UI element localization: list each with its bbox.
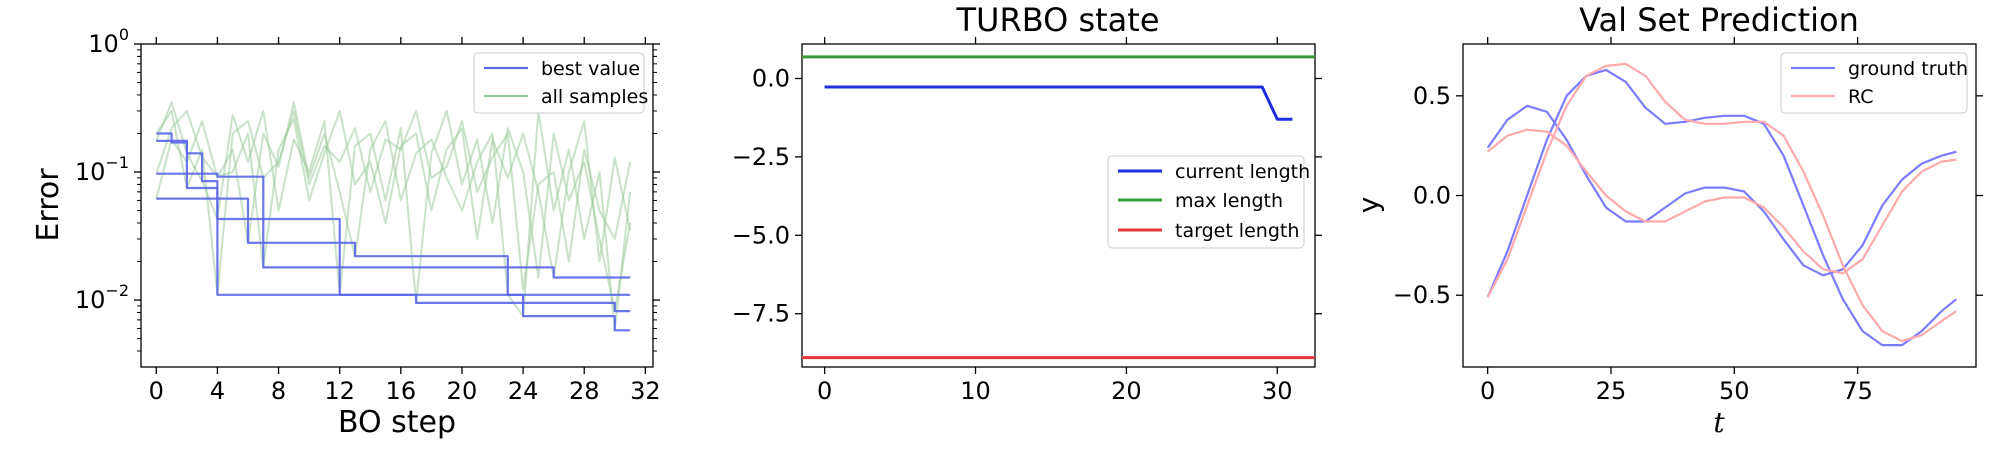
axes-frame bbox=[1462, 43, 1977, 368]
legend: ground truth RC bbox=[1780, 52, 1968, 114]
y-tick-label: 10−1 bbox=[75, 153, 129, 186]
legend-label: target length bbox=[1175, 220, 1299, 242]
legend-label: max length bbox=[1175, 190, 1283, 212]
series-line bbox=[156, 197, 631, 332]
x-tick-label: 12 bbox=[324, 377, 355, 405]
y-axis-label: Error bbox=[31, 168, 66, 242]
x-tick-label: 24 bbox=[508, 377, 539, 405]
series-line bbox=[1487, 128, 1957, 275]
x-tick-label: 0 bbox=[817, 377, 832, 405]
x-tick-label: 50 bbox=[1719, 377, 1750, 405]
legend-box bbox=[1107, 155, 1305, 249]
chart-title: TURBO state bbox=[955, 1, 1159, 39]
panel-turbo-state: 0 10 20 30 0.0 −2.5 −5.0 −7.5 TURBO state curre… bbox=[732, 1, 1322, 405]
x-axis-label: BO step bbox=[338, 405, 456, 440]
chart-title: Val Set Prediction bbox=[1579, 1, 1859, 39]
y-tick-label: −2.5 bbox=[732, 143, 790, 171]
y-tick-label: 100 bbox=[88, 25, 129, 58]
y-tick-label: −0.5 bbox=[1393, 281, 1451, 309]
x-axis-label: t bbox=[1713, 406, 1725, 439]
legend-label: current length bbox=[1175, 161, 1310, 183]
x-tick-label: 25 bbox=[1596, 377, 1627, 405]
series-line bbox=[155, 101, 632, 332]
panel-error: 0 4 8 12 16 20 24 28 32 10−2 10−1 100 BO step Error… bbox=[31, 25, 661, 440]
series-line bbox=[1486, 62, 1957, 343]
legend-label: best value bbox=[541, 58, 640, 80]
y-tick-label: 10−2 bbox=[75, 281, 129, 314]
legend-label: RC bbox=[1848, 86, 1874, 108]
y-tick-label: −7.5 bbox=[732, 300, 790, 328]
series-line bbox=[1486, 104, 1957, 277]
x-tick-label: 16 bbox=[386, 377, 417, 405]
series-line bbox=[156, 172, 631, 279]
y-tick-label: 0.0 bbox=[1413, 182, 1451, 210]
legend: best value all samples bbox=[473, 52, 648, 114]
x-tick-label: 75 bbox=[1842, 377, 1873, 405]
x-tick-label: 20 bbox=[1111, 377, 1142, 405]
legend: current length max length target length bbox=[1107, 155, 1310, 249]
series-layer bbox=[1486, 62, 1957, 347]
x-tick-label: 10 bbox=[960, 377, 991, 405]
x-tick-label: 4 bbox=[210, 377, 225, 405]
x-tick-label: 30 bbox=[1262, 377, 1293, 405]
x-tick-label: 0 bbox=[1480, 377, 1495, 405]
ticks: 0 25 50 75 0.5 0.0 −0.5 bbox=[1393, 37, 1983, 405]
x-tick-label: 32 bbox=[630, 377, 661, 405]
ticks: 0 4 8 12 16 20 24 28 32 10−2 10−1 100 bbox=[75, 25, 661, 405]
series-line bbox=[824, 85, 1293, 121]
legend-label: all samples bbox=[541, 86, 648, 108]
series-line bbox=[155, 109, 632, 296]
axes-frame bbox=[801, 43, 1316, 368]
axes-frame bbox=[140, 43, 654, 368]
x-tick-label: 28 bbox=[569, 377, 600, 405]
x-tick-label: 0 bbox=[149, 377, 164, 405]
legend-label: ground truth bbox=[1848, 58, 1968, 80]
y-axis-label: y bbox=[1352, 197, 1385, 214]
x-tick-label: 8 bbox=[271, 377, 286, 405]
panel-val-set-prediction: 0 25 50 75 0.5 0.0 −0.5 Val Set Prediction t y… bbox=[1352, 1, 1983, 439]
y-tick-label: −5.0 bbox=[732, 221, 790, 249]
y-tick-label: 0.0 bbox=[752, 64, 790, 92]
x-tick-label: 20 bbox=[447, 377, 478, 405]
series-layer bbox=[155, 101, 632, 332]
series-line bbox=[156, 139, 631, 313]
ticks: 0 10 20 30 0.0 −2.5 −5.0 −7.5 bbox=[732, 37, 1322, 405]
series-line bbox=[1486, 68, 1957, 347]
y-tick-label: 0.5 bbox=[1413, 82, 1451, 110]
series-layer bbox=[802, 55, 1315, 360]
